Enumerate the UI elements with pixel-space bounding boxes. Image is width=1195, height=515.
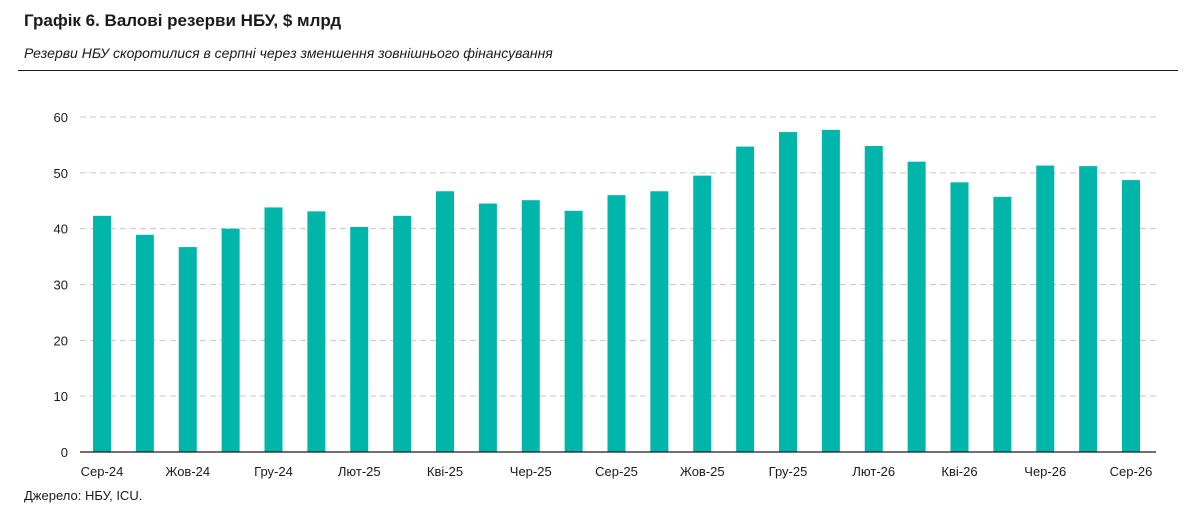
x-tick-label: Жов-24 bbox=[165, 464, 210, 479]
x-tick-label: Чер-26 bbox=[1024, 464, 1066, 479]
source-note: Джерело: НБУ, ICU. bbox=[24, 488, 143, 503]
bar bbox=[307, 211, 326, 452]
x-tick-label: Гру-25 bbox=[769, 464, 808, 479]
bar bbox=[864, 146, 883, 453]
bar bbox=[436, 191, 454, 452]
x-tick-label: Лют-26 bbox=[852, 464, 895, 479]
bar bbox=[993, 196, 1012, 452]
header-divider bbox=[18, 70, 1178, 71]
bar bbox=[650, 191, 669, 452]
bar bbox=[907, 161, 926, 452]
x-tick-label: Кві-26 bbox=[941, 464, 977, 479]
bar bbox=[821, 129, 840, 452]
x-tick-label: Сер-25 bbox=[595, 464, 638, 479]
bar bbox=[1122, 180, 1140, 452]
x-axis-ticks: Сер-24 Жов-24 Гру-24 Лют-25 Кві-25 Чер-25 Сер-… bbox=[81, 464, 1153, 479]
bar bbox=[221, 228, 240, 452]
bar bbox=[779, 132, 797, 452]
bar bbox=[607, 195, 626, 452]
x-tick-label: Жов-25 bbox=[680, 464, 725, 479]
bar bbox=[1079, 166, 1098, 452]
y-tick-label: 30 bbox=[54, 278, 68, 293]
x-tick-label: Гру-24 bbox=[254, 464, 293, 479]
bar bbox=[1036, 165, 1055, 452]
bar bbox=[178, 247, 197, 452]
y-tick-label: 50 bbox=[54, 166, 68, 181]
bar bbox=[736, 146, 755, 452]
bar bbox=[393, 215, 412, 452]
y-tick-label: 60 bbox=[54, 110, 68, 125]
chart-title: Графік 6. Валові резерви НБУ, $ млрд bbox=[24, 11, 342, 30]
bar bbox=[93, 215, 111, 452]
x-tick-label: Сер-26 bbox=[1110, 464, 1153, 479]
bar bbox=[135, 234, 154, 452]
y-tick-label: 40 bbox=[54, 222, 68, 237]
bar bbox=[693, 175, 712, 452]
bar bbox=[950, 182, 969, 452]
bar bbox=[478, 203, 497, 452]
bar bbox=[350, 226, 369, 452]
bars bbox=[93, 129, 1140, 453]
bar bbox=[264, 207, 283, 452]
y-tick-label: 10 bbox=[54, 389, 68, 404]
chart-subtitle: Резерви НБУ скоротилися в серпні через з… bbox=[24, 45, 553, 61]
bar bbox=[521, 200, 540, 452]
x-tick-label: Сер-24 bbox=[81, 464, 124, 479]
y-tick-label: 0 bbox=[61, 445, 68, 460]
x-tick-label: Кві-25 bbox=[427, 464, 463, 479]
bar bbox=[564, 210, 583, 452]
x-tick-label: Чер-25 bbox=[510, 464, 552, 479]
x-tick-label: Лют-25 bbox=[338, 464, 381, 479]
y-tick-label: 20 bbox=[54, 333, 68, 348]
y-axis-ticks: 0 10 20 30 40 50 60 bbox=[54, 110, 68, 460]
